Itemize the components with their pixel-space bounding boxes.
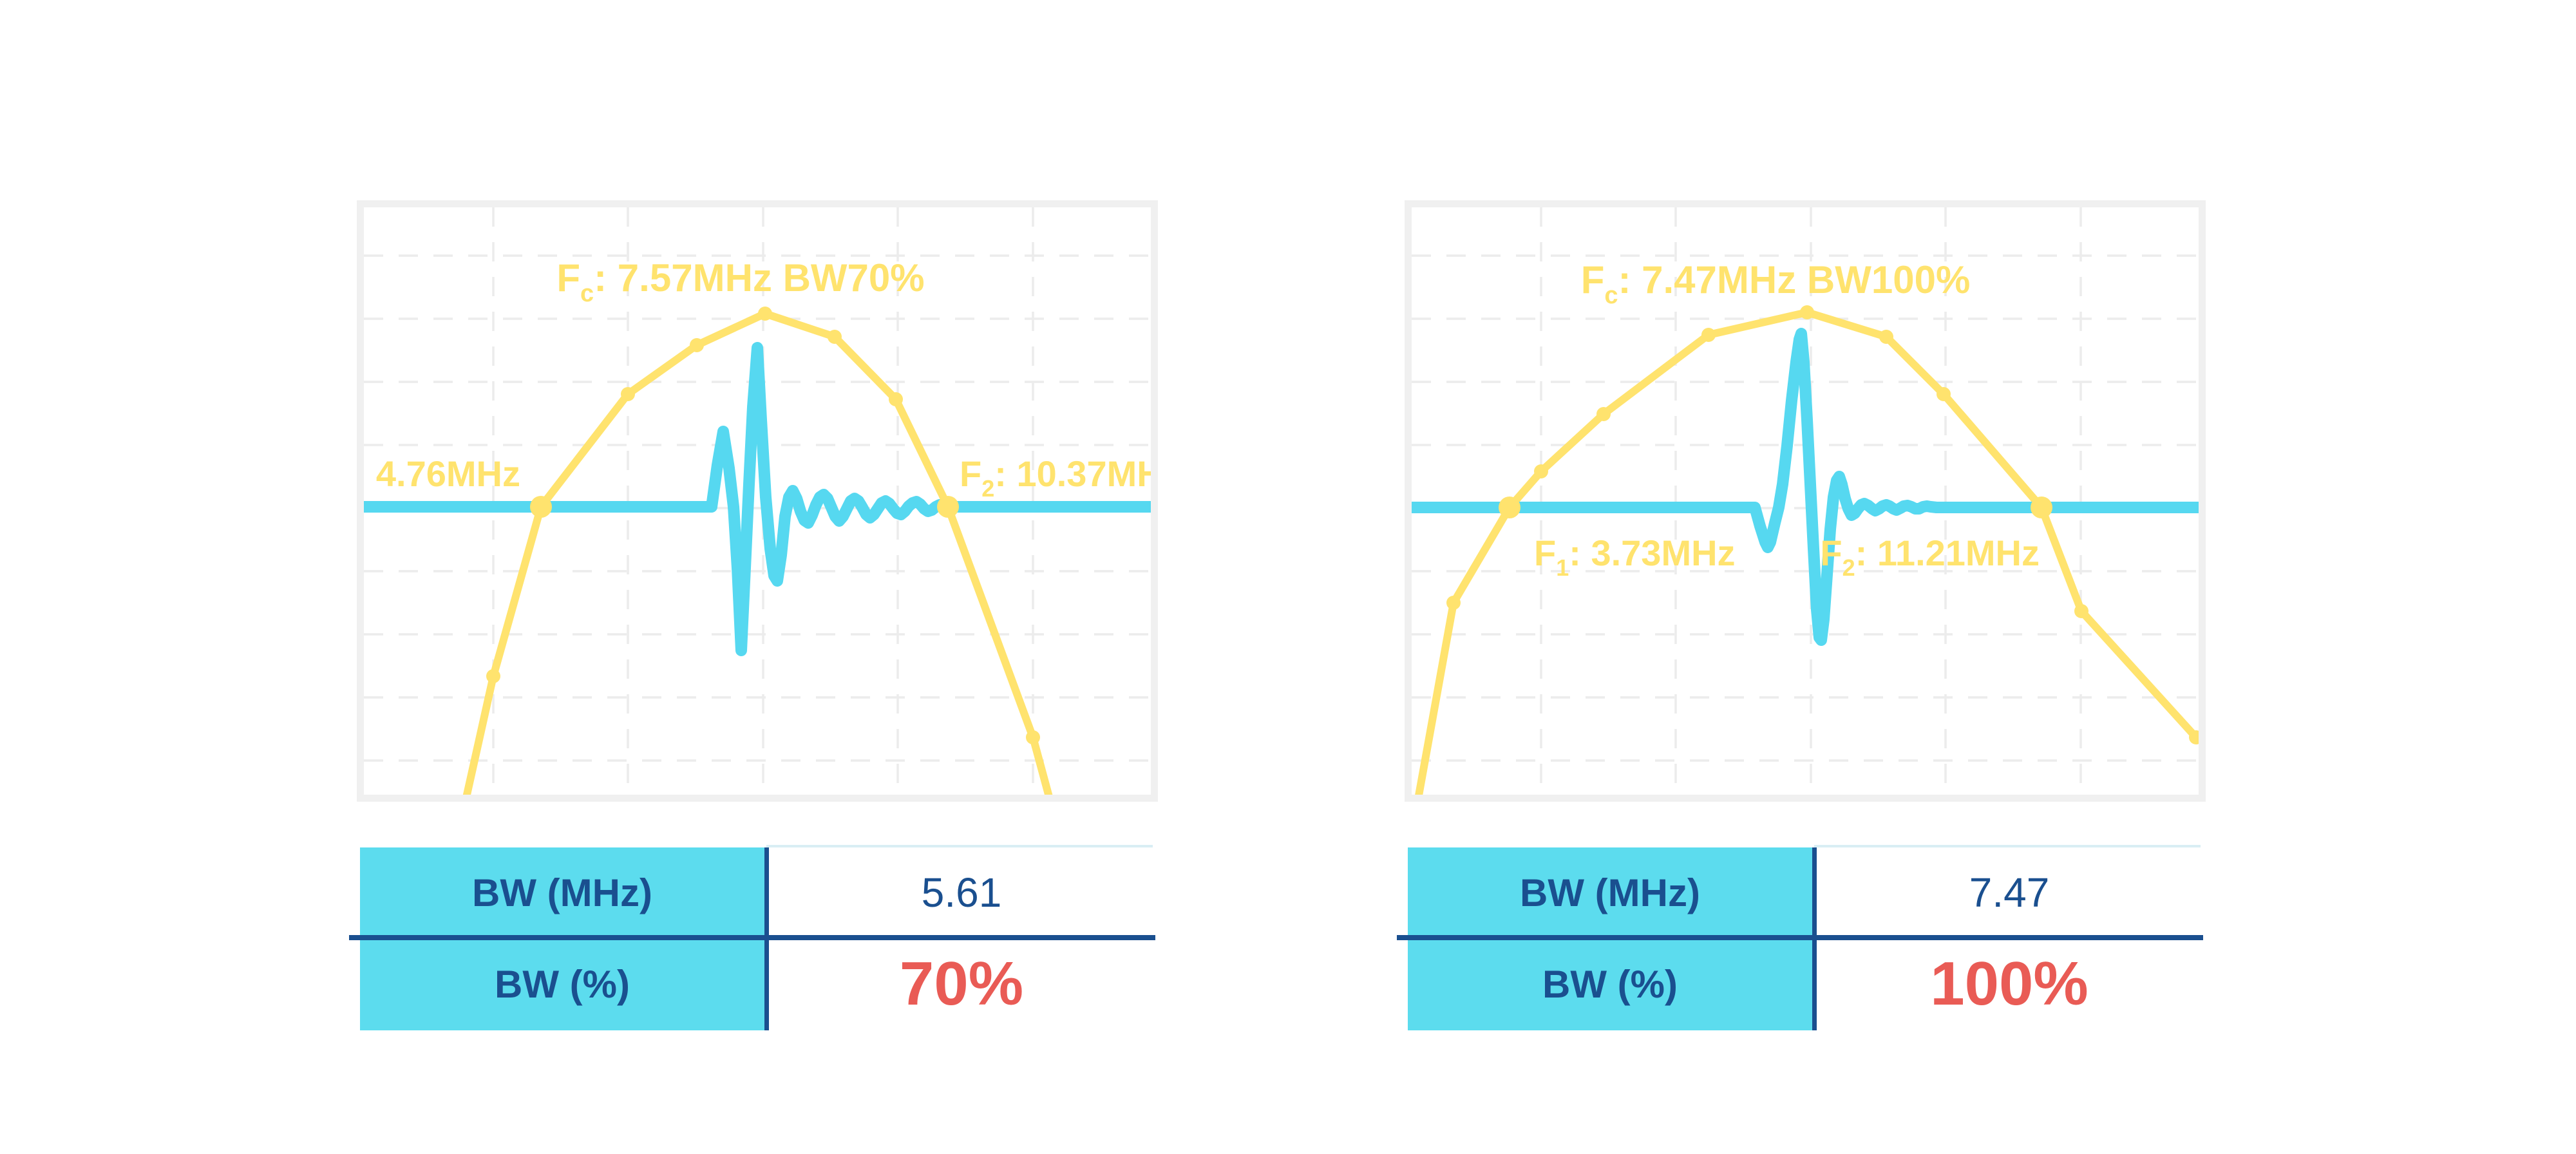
spectrum-point-marker	[2189, 730, 2199, 744]
spectrum-point-marker	[889, 392, 903, 406]
spectrum-point-marker	[1701, 328, 1716, 342]
spectrum-plot-bw100: Fc: 7.47MHz BW100% F1: 3.73MHz F2: 11.21MH…	[1412, 207, 2199, 795]
spectrum-markers	[486, 307, 1040, 744]
spectrum-chart-bw70: Fc: 7.57MHz BW70% F1: 4.76MHz F2: 10.37MHz	[357, 200, 1158, 802]
corner-frequency-marker	[530, 496, 552, 518]
chart-panel-bw70: Fc: 7.57MHz BW70% F1: 4.76MHz F2: 10.37MHz…	[349, 200, 1158, 1037]
spectrum-point-marker	[758, 307, 772, 321]
center-frequency-title: Fc: 7.47MHz BW100%	[1581, 258, 1971, 309]
echo-waveform	[1412, 328, 2199, 646]
spectrum-curve	[1415, 308, 2199, 795]
bw-percent-label: BW (%)	[1542, 962, 1678, 1006]
table-row-divider	[349, 935, 1155, 940]
table-column-divider	[764, 847, 769, 1030]
spectrum-point-marker	[690, 338, 704, 352]
corner-frequency-marker	[937, 496, 959, 518]
spectrum-point-marker	[1800, 305, 1814, 319]
table-row-divider	[1397, 935, 2203, 940]
spectrum-point-marker	[1596, 407, 1611, 421]
bw-table-70: BW (MHz) BW (%) 5.61 70%	[349, 845, 1158, 1041]
bw-percent-label: BW (%)	[495, 962, 630, 1006]
spectrum-point-marker	[1534, 464, 1548, 478]
table-value-column: 5.61 70%	[772, 847, 1151, 1030]
spectrum-point-marker	[621, 387, 635, 401]
spectrum-point-marker	[1879, 330, 1893, 344]
bw-mhz-label: BW (MHz)	[472, 871, 652, 914]
spectrum-point-marker	[1937, 387, 1951, 401]
bw-mhz-value: 7.47	[1969, 869, 2050, 916]
f1-frequency-label: F1: 3.73MHz	[1534, 533, 1736, 581]
corner-frequency-marker	[2031, 497, 2052, 518]
center-frequency-title: Fc: 7.57MHz BW70%	[556, 256, 924, 307]
table-column-divider	[1812, 847, 1817, 1030]
spectrum-point-marker	[2074, 604, 2088, 618]
bw-table-100: BW (MHz) BW (%) 7.47 100%	[1397, 845, 2206, 1041]
spectrum-point-marker	[486, 669, 500, 683]
f2-frequency-label: F2: 10.37MHz	[960, 453, 1151, 502]
bw-percent-value: 100%	[1930, 949, 2088, 1018]
bw-mhz-value: 5.61	[921, 869, 1002, 916]
table-value-column: 7.47 100%	[1819, 847, 2199, 1030]
table-top-rule	[766, 845, 1153, 847]
spectrum-point-marker	[1026, 730, 1040, 744]
spectrum-point-marker	[828, 330, 842, 344]
spectrum-chart-bw100: Fc: 7.47MHz BW100% F1: 3.73MHz F2: 11.21MH…	[1405, 200, 2206, 802]
chart-panel-bw100: Fc: 7.47MHz BW100% F1: 3.73MHz F2: 11.21MH…	[1397, 200, 2206, 1037]
spectrum-plot-bw70: Fc: 7.57MHz BW70% F1: 4.76MHz F2: 10.37MHz	[364, 207, 1151, 795]
corner-frequency-marker	[1499, 497, 1520, 518]
f2-frequency-label: F2: 11.21MHz	[1820, 533, 2040, 581]
echo-waveform	[364, 342, 1151, 656]
spectrum-point-marker	[1446, 596, 1461, 610]
bw-percent-value: 70%	[899, 949, 1024, 1018]
table-top-rule	[1814, 845, 2201, 847]
bw-mhz-label: BW (MHz)	[1520, 871, 1700, 914]
spectrum-markers	[1446, 305, 2199, 744]
f1-frequency-label: F1: 4.76MHz	[364, 453, 520, 502]
